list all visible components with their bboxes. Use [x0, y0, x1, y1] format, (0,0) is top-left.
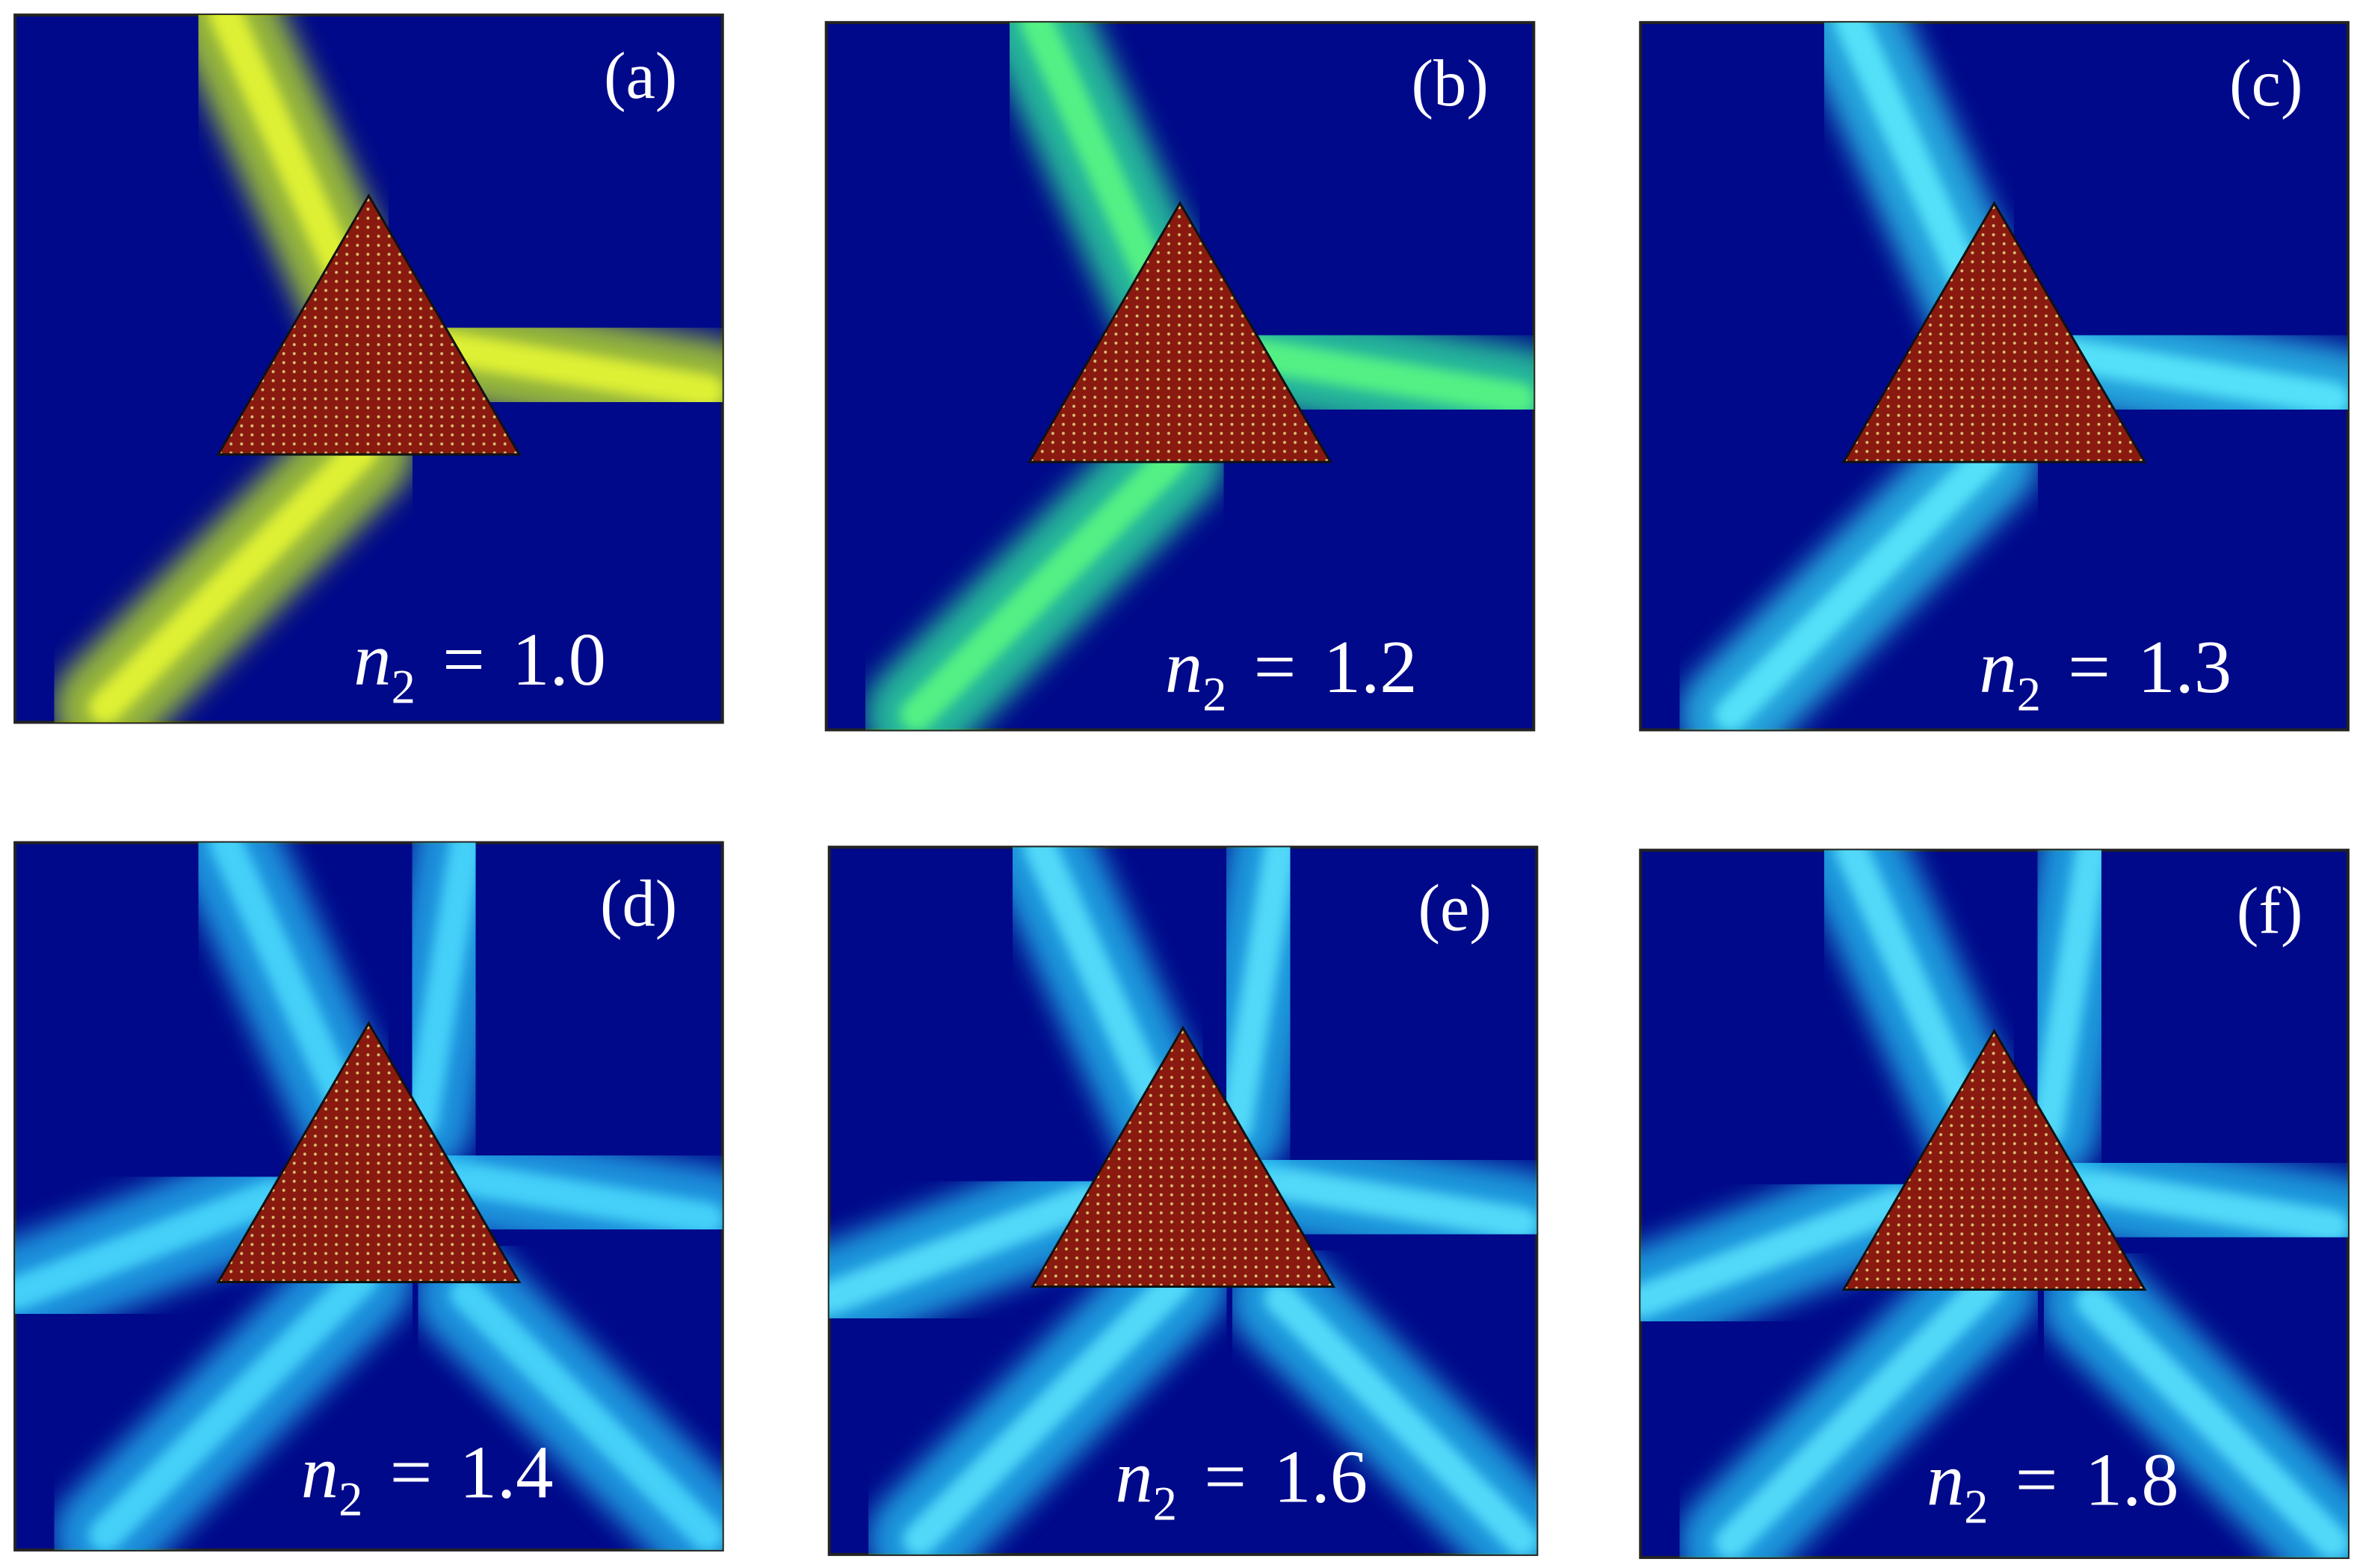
- equation-value: 1.4: [460, 1430, 554, 1513]
- field: [15, 842, 723, 1550]
- beam-core: [2030, 850, 2109, 1146]
- beam-core: [88, 434, 378, 723]
- panel: (b) n2 = 1.2: [824, 21, 1536, 732]
- beam-core: [1714, 1270, 2004, 1558]
- equation-value: 1.2: [1323, 625, 1418, 709]
- photonic-crystal: [1841, 1028, 2147, 1291]
- equation-relation: =: [2068, 625, 2110, 709]
- equation: n2 = 1.2: [1165, 625, 1418, 720]
- equation-subscript: 2: [392, 660, 416, 713]
- field: [1640, 850, 2348, 1558]
- beam-core: [903, 1267, 1193, 1555]
- equation-value: 1.0: [512, 617, 606, 701]
- equation-value: 1.8: [2085, 1437, 2179, 1521]
- field: [52, 15, 723, 723]
- beam-core: [88, 1262, 378, 1550]
- panel: (c) n2 = 1.3: [1639, 21, 2350, 732]
- beam-core: [1640, 1187, 1913, 1318]
- equation: n2 = 1.0: [353, 617, 606, 713]
- equation-symbol: n: [1979, 625, 2016, 709]
- equation-subscript: 2: [339, 1473, 362, 1526]
- beam-core: [1264, 1282, 1537, 1555]
- panel-label: (f): [2237, 874, 2303, 948]
- beam-core: [15, 1179, 288, 1311]
- equation-relation: =: [1254, 625, 1297, 709]
- panel-label: (e): [1418, 871, 1492, 945]
- equation-subscript: 2: [1202, 667, 1226, 720]
- equation-symbol: n: [1165, 625, 1202, 709]
- beam-core: [829, 1184, 1102, 1315]
- equation-value: 1.3: [2137, 625, 2231, 709]
- equation-relation: =: [390, 1430, 433, 1513]
- photonic-crystal: [1027, 200, 1333, 463]
- photonic-crystal: [216, 1021, 522, 1283]
- equation: n2 = 1.6: [1115, 1434, 1368, 1530]
- panel-label: (a): [604, 40, 677, 113]
- equation-value: 1.6: [1273, 1434, 1368, 1518]
- equation-symbol: n: [1927, 1437, 1964, 1521]
- field: [1678, 22, 2348, 730]
- equation: n2 = 1.3: [1979, 625, 2231, 720]
- beam-core: [450, 1277, 723, 1550]
- equation-relation: =: [2015, 1437, 2058, 1521]
- equation: n2 = 1.4: [301, 1430, 554, 1525]
- equation-symbol: n: [301, 1430, 339, 1513]
- panel: (a) n2 = 1.0: [13, 13, 724, 724]
- beam-core: [1219, 847, 1298, 1143]
- beam-core: [2075, 1285, 2348, 1558]
- panel-label: (b): [1412, 47, 1489, 120]
- panel-label: (c): [2229, 47, 2302, 120]
- beam-core: [1714, 442, 2004, 730]
- equation: n2 = 1.8: [1927, 1437, 2179, 1533]
- equation-subscript: 2: [2017, 667, 2041, 720]
- equation-symbol: n: [1115, 1434, 1152, 1518]
- beam-core: [404, 842, 484, 1138]
- field: [864, 22, 1534, 730]
- beam-core: [900, 442, 1190, 730]
- photonic-crystal: [216, 193, 522, 456]
- panel: (f) n2 = 1.8: [1639, 848, 2350, 1559]
- equation-subscript: 2: [1153, 1478, 1177, 1531]
- equation-relation: =: [442, 617, 485, 701]
- photonic-crystal: [1841, 200, 2147, 463]
- photonic-crystal: [1030, 1025, 1336, 1288]
- equation-subscript: 2: [1964, 1481, 1988, 1534]
- equation-symbol: n: [353, 617, 391, 701]
- field: [829, 847, 1537, 1555]
- panel-label: (d): [600, 867, 677, 940]
- panel: (d) n2 = 1.4: [13, 841, 724, 1552]
- equation-relation: =: [1204, 1434, 1247, 1518]
- panel: (e) n2 = 1.6: [827, 845, 1539, 1556]
